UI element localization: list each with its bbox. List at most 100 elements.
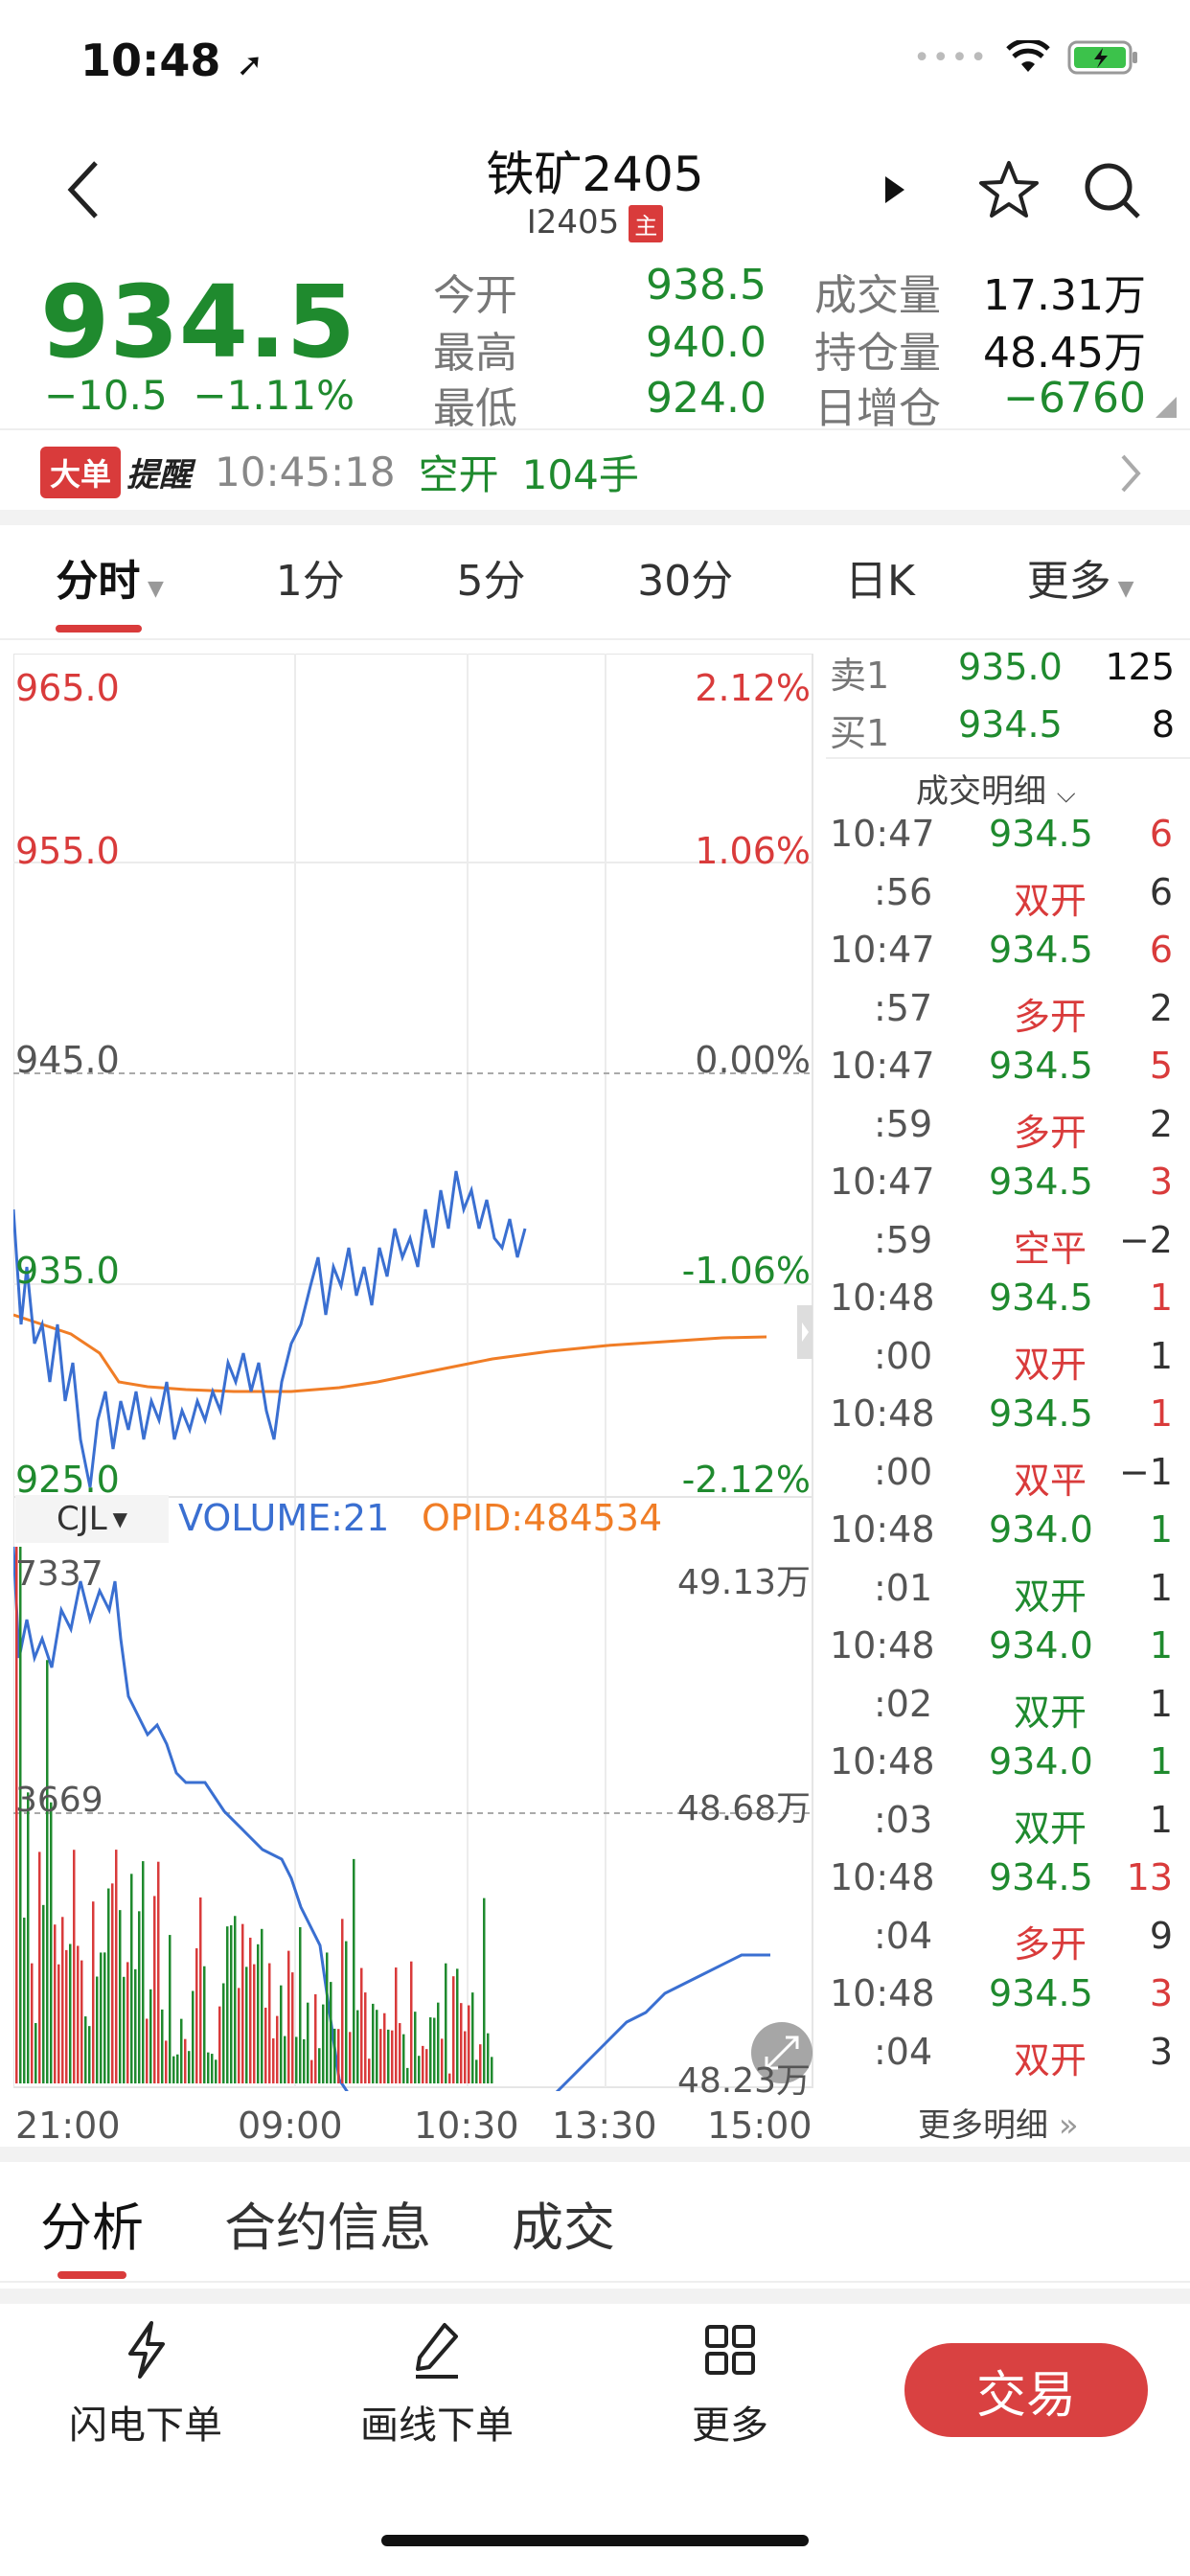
volume-bar (307, 2002, 309, 2083)
trade-oi-change: 9 (1149, 1914, 1173, 1957)
price-level-label: 935.0 (15, 1250, 120, 1292)
trade-second: :04 (874, 2030, 933, 2073)
trade-row-detail: :04 多开 9 (826, 1914, 1182, 1972)
volume-bar (73, 1850, 76, 2083)
tab-contract-info[interactable]: 合约信息 (224, 2197, 431, 2258)
volume-max-label: 7337 (15, 1554, 103, 1594)
big-order-alert[interactable]: 大单 提醒 10:45:18 空开 104手 (40, 443, 639, 501)
volume-bar (84, 2016, 87, 2083)
tab-30min[interactable]: 30分 (637, 557, 734, 606)
intraday-price-chart[interactable] (13, 654, 814, 2091)
play-icon[interactable] (881, 172, 908, 207)
trade-volume: 1 (1149, 1624, 1173, 1667)
trade-second: :00 (874, 1334, 933, 1377)
volume-bar (360, 1967, 363, 2083)
volume-bar (284, 2036, 286, 2083)
trade-second: :59 (874, 1102, 933, 1145)
trade-type: 多开 (1013, 1111, 1087, 1154)
tab-analysis[interactable]: 分析 (40, 2197, 144, 2258)
indicator-selector[interactable]: CJL ▼ (15, 1495, 169, 1543)
volume-bar (445, 1963, 447, 2083)
more-details-link[interactable]: 更多明细 » (918, 2106, 1079, 2145)
stat-label: 今开 (433, 271, 517, 320)
volume-bar (437, 2002, 440, 2083)
pct-level-label: 0.00% (695, 1039, 811, 1081)
stat-value: 17.31万 (983, 271, 1146, 320)
trade-row: 10:47 934.5 6 (826, 813, 1182, 870)
volume-bar (356, 2010, 359, 2083)
tab-more[interactable]: 更多 ▼ (1026, 557, 1134, 606)
more-button[interactable]: 更多 (615, 2319, 845, 2450)
tab-intraday[interactable]: 分时 ▼ (56, 557, 164, 606)
time-label: 10:30 (414, 2104, 519, 2147)
price-change: −10.5 −1.11% (44, 372, 355, 419)
trade-second: :03 (874, 1798, 933, 1841)
trade-time: 10:48 (830, 1972, 935, 2014)
trade-type: 双开 (1013, 1690, 1087, 1734)
trade-type: 空平 (1013, 1227, 1087, 1270)
stat-value: 48.45万 (983, 329, 1146, 378)
trade-price: 934.0 (989, 1740, 1093, 1782)
star-icon[interactable] (977, 159, 1041, 220)
tab-5min[interactable]: 5分 (456, 557, 526, 606)
search-icon[interactable] (1083, 161, 1142, 220)
volume-bar (138, 1911, 141, 2083)
flash-order-button[interactable]: 闪电下单 (31, 2319, 261, 2450)
bottom-tabs: 分析 合约信息 成交 (40, 2185, 615, 2261)
volume-bar (211, 2054, 214, 2083)
volume-bar (422, 2045, 424, 2083)
draw-line-order-button[interactable]: 画线下单 (322, 2319, 552, 2450)
trade-row-detail: :56 双开 6 (826, 870, 1182, 929)
volume-bar (318, 2048, 321, 2083)
trade-row-detail: :00 双开 1 (826, 1334, 1182, 1392)
tab-daily-k[interactable]: 日K (845, 557, 915, 606)
time-label: 15:00 (707, 2104, 812, 2147)
trade-volume: 5 (1149, 1045, 1173, 1087)
tab-1min[interactable]: 1分 (275, 557, 345, 606)
volume-bar (15, 1547, 18, 2083)
volume-bar (406, 2067, 409, 2083)
volume-bar (61, 1917, 64, 2083)
volume-bar (475, 2059, 478, 2083)
trade-row-detail: :00 双平 −1 (826, 1450, 1182, 1508)
volume-bar (149, 1989, 152, 2083)
alert-qty: 104手 (521, 451, 639, 498)
pct-level-label: -2.12% (681, 1459, 811, 1501)
trade-time: 10:48 (830, 1392, 935, 1435)
trade-button[interactable]: 交易 (904, 2343, 1148, 2437)
stat-value: 938.5 (646, 261, 767, 310)
volume-bar (226, 1926, 229, 2083)
trade-volume: 3 (1149, 1972, 1173, 2014)
chevron-right-icon[interactable] (1119, 452, 1142, 494)
trade-volume: 1 (1149, 1392, 1173, 1435)
trade-price: 934.5 (989, 1972, 1093, 2014)
trade-row: 10:48 934.0 1 (826, 1508, 1182, 1566)
trade-volume: 3 (1149, 1161, 1173, 1203)
trade-volume: 6 (1149, 813, 1173, 855)
trade-second: :01 (874, 1566, 933, 1609)
volume-bar (433, 2017, 436, 2083)
trade-oi-change: 2 (1149, 1102, 1173, 1145)
tab-trades[interactable]: 成交 (512, 2197, 615, 2258)
trade-row-detail: :59 多开 2 (826, 1102, 1182, 1161)
volume-bar (448, 2073, 451, 2083)
trade-row-detail: :59 空平 −2 (826, 1218, 1182, 1276)
volume-bar (123, 1976, 126, 2083)
ask-qty: 125 (1105, 646, 1175, 688)
volume-chart[interactable] (13, 1543, 814, 2091)
trade-oi-change: 2 (1149, 986, 1173, 1029)
active-tab-indicator (56, 625, 142, 632)
trade-oi-change: −1 (1118, 1450, 1173, 1493)
volume-bar (203, 1966, 206, 2083)
stat-value: 940.0 (646, 318, 767, 367)
trade-detail-toggle[interactable]: 成交明细 ⌵ (916, 772, 1076, 811)
volume-bar (31, 1963, 34, 2083)
volume-bar (234, 1916, 237, 2083)
volume-bar (130, 1874, 133, 2083)
volume-bar (19, 1547, 22, 2083)
back-icon[interactable] (65, 159, 103, 220)
trade-type: 双开 (1013, 1806, 1087, 1850)
volume-bar (322, 2004, 325, 2083)
time-label: 09:00 (238, 2104, 343, 2147)
volume-bar (326, 1952, 329, 2083)
